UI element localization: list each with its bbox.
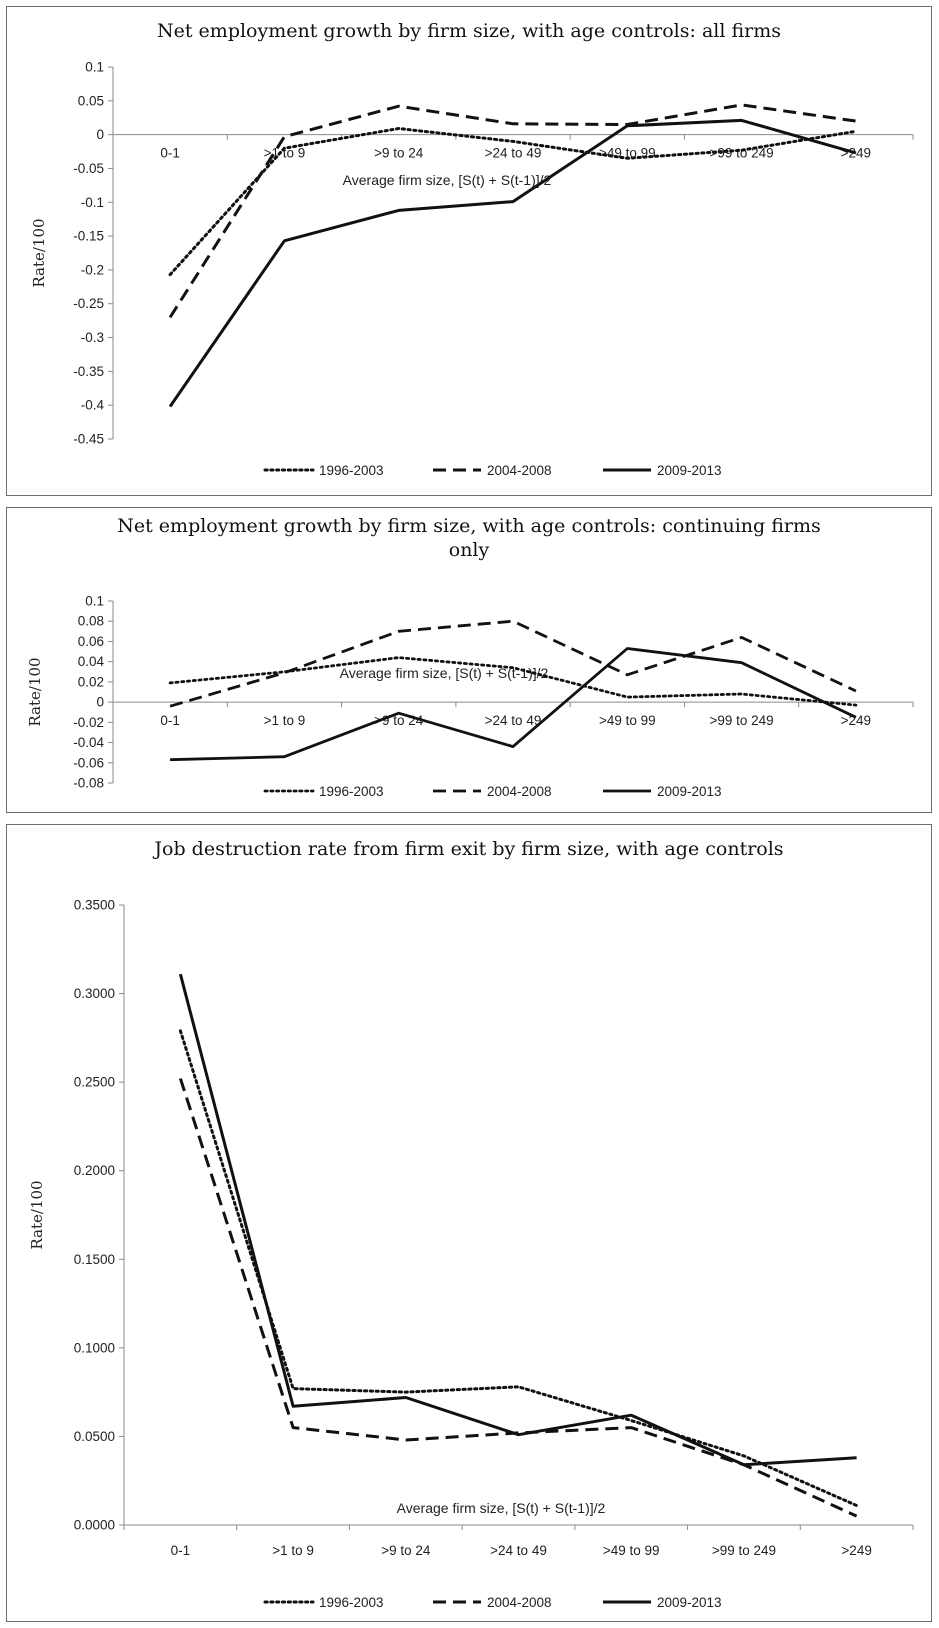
y-tick-label: 0.04	[78, 654, 105, 669]
chart-job-destruction: Job destruction rate from firm exit by f…	[28, 838, 914, 1610]
y-tick-label: -0.3	[81, 330, 104, 345]
y-tick-label: -0.25	[73, 296, 104, 311]
series-line-2004-2008	[169, 619, 857, 708]
chart-title-line: Net employment growth by firm size, with…	[117, 515, 820, 537]
x-category-label: 0-1	[160, 146, 180, 161]
chart-all-firms: Net employment growth by firm size, with…	[30, 20, 914, 478]
y-tick-label: 0.3000	[74, 986, 115, 1001]
x-category-label: >249	[841, 713, 871, 728]
x-category-label: >99 to 249	[712, 1543, 776, 1558]
x-category-label: >24 to 49	[485, 146, 542, 161]
series-line-2004-2008	[168, 103, 857, 319]
y-tick-label: -0.05	[73, 161, 104, 176]
x-category-label: >99 to 249	[709, 713, 773, 728]
y-tick-label: 0	[96, 127, 104, 142]
x-category-label: >249	[841, 146, 871, 161]
legend-label: 2009-2013	[657, 784, 722, 799]
series-line-1996-2003	[168, 127, 858, 277]
y-tick-label: 0.3500	[74, 898, 115, 913]
chart-continuing-firms: Net employment growth by firm size, with…	[26, 515, 914, 799]
y-tick-label: 0.1	[85, 594, 104, 609]
y-tick-label: -0.35	[73, 364, 104, 379]
y-tick-label: 0.08	[78, 614, 104, 629]
y-tick-label: -0.02	[73, 715, 104, 730]
series-line-2009-2013	[170, 647, 857, 762]
y-tick-label: 0.1	[85, 60, 104, 75]
y-axis-title: Rate/100	[28, 1180, 46, 1249]
x-category-label: >49 to 99	[599, 713, 656, 728]
y-tick-label: -0.45	[73, 432, 104, 447]
x-category-label: >1 to 9	[264, 146, 306, 161]
x-category-label: >1 to 9	[264, 713, 306, 728]
y-tick-label: 0.2500	[74, 1075, 115, 1090]
chart-title: Job destruction rate from firm exit by f…	[152, 838, 783, 860]
y-tick-label: -0.2	[81, 262, 104, 277]
y-tick-label: 0.02	[78, 674, 104, 689]
legend-label: 2009-2013	[657, 1595, 722, 1610]
series-line-1996-2003	[178, 1029, 859, 1507]
x-axis-title: Average firm size, [S(t) + S(t-1)]/2	[343, 172, 552, 188]
y-axis-title: Rate/100	[26, 657, 44, 726]
chart-title-line: only	[449, 539, 490, 561]
x-category-label: >1 to 9	[272, 1543, 314, 1558]
series-line-1996-2003	[168, 656, 858, 707]
y-tick-label: 0.0000	[74, 1518, 115, 1533]
x-category-label: >49 to 99	[603, 1543, 660, 1558]
legend-label: 1996-2003	[319, 1595, 384, 1610]
x-category-label: >9 to 24	[381, 1543, 431, 1558]
legend-label: 1996-2003	[319, 784, 384, 799]
y-tick-label: -0.06	[73, 755, 104, 770]
legend-label: 2004-2008	[487, 1595, 552, 1610]
legend-label: 2004-2008	[487, 784, 552, 799]
x-axis-title: Average firm size, [S(t) + S(t-1)]/2	[340, 665, 549, 681]
y-axis-title: Rate/100	[30, 218, 48, 287]
y-tick-label: 0.1500	[74, 1252, 115, 1267]
y-tick-label: -0.4	[81, 398, 105, 413]
y-tick-label: 0.2000	[74, 1163, 115, 1178]
x-category-label: >249	[841, 1543, 871, 1558]
y-tick-label: 0.0500	[74, 1429, 115, 1444]
y-tick-label: -0.04	[73, 735, 104, 750]
x-category-label: 0-1	[171, 1543, 191, 1558]
y-tick-label: -0.15	[73, 229, 104, 244]
series-line-2009-2013	[178, 973, 857, 1467]
y-tick-label: 0	[96, 695, 104, 710]
x-category-label: >24 to 49	[490, 1543, 547, 1558]
series-line-2009-2013	[168, 118, 857, 408]
y-tick-label: 0.06	[78, 634, 104, 649]
legend-label: 2004-2008	[487, 463, 552, 478]
x-category-label: >24 to 49	[485, 713, 542, 728]
chart-panel-continuing-firms: Net employment growth by firm size, with…	[6, 507, 932, 813]
x-category-label: >9 to 24	[374, 146, 424, 161]
y-tick-label: -0.1	[81, 195, 104, 210]
chart-title: Net employment growth by firm size, with…	[157, 20, 781, 42]
x-category-label: 0-1	[160, 713, 180, 728]
legend-label: 2009-2013	[657, 463, 722, 478]
x-axis-title: Average firm size, [S(t) + S(t-1)]/2	[397, 1500, 606, 1516]
y-tick-label: 0.05	[78, 93, 104, 108]
chart-panel-job-destruction: Job destruction rate from firm exit by f…	[6, 824, 932, 1622]
x-category-label: >99 to 249	[709, 146, 773, 161]
chart-panel-all-firms: Net employment growth by firm size, with…	[6, 6, 932, 496]
y-tick-label: 0.1000	[74, 1340, 115, 1355]
series-line-2004-2008	[178, 1078, 858, 1518]
y-tick-label: -0.08	[73, 776, 104, 791]
legend-label: 1996-2003	[319, 463, 384, 478]
